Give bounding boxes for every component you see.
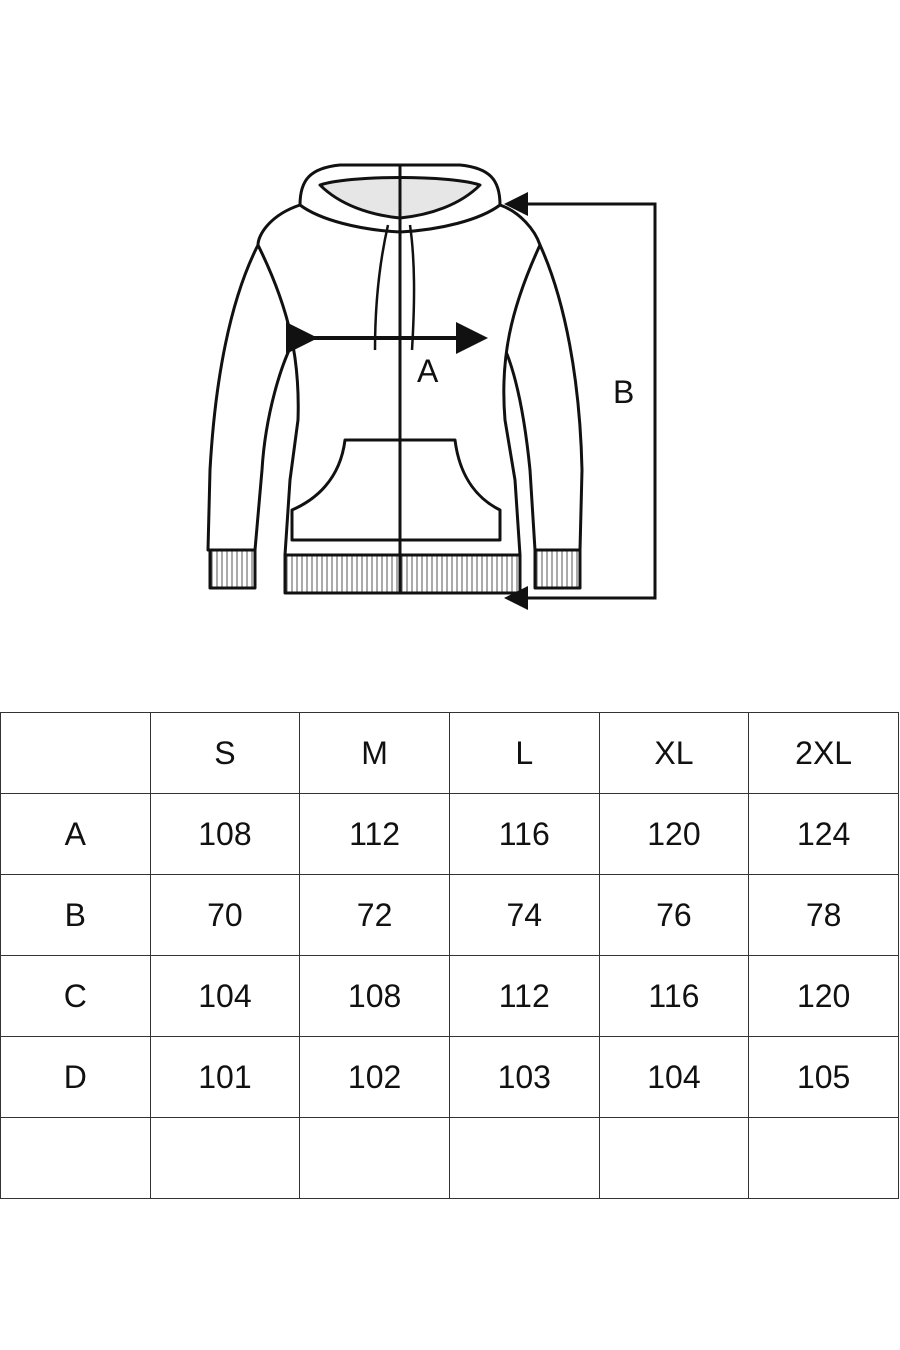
- table-cell: 103: [448, 1036, 600, 1118]
- table-cell: [448, 1117, 600, 1199]
- header-cell: 2XL: [748, 712, 899, 794]
- table-cell: [748, 1117, 899, 1199]
- row-label: D: [0, 1036, 151, 1118]
- table-header-row: S M L XL 2XL: [0, 712, 899, 794]
- table-cell: [598, 1117, 750, 1199]
- hoodie-outline: [206, 163, 584, 595]
- table-cell: 120: [598, 793, 750, 875]
- table-row: D 101 102 103 104 105: [0, 1036, 899, 1118]
- table-cell: 102: [299, 1036, 450, 1118]
- table-cell: 120: [748, 955, 899, 1037]
- table-cell: 104: [149, 955, 301, 1037]
- table-cell: 72: [299, 874, 450, 956]
- table-row: A 108 112 116 120 124: [0, 793, 899, 875]
- row-label: A: [0, 793, 151, 875]
- header-cell: [0, 712, 151, 794]
- table-row: B 70 72 74 76 78: [0, 874, 899, 956]
- table-cell: 116: [598, 955, 750, 1037]
- header-cell: M: [299, 712, 450, 794]
- table-cell: [299, 1117, 450, 1199]
- header-cell: L: [448, 712, 600, 794]
- size-table: S M L XL 2XL A 108 112 116 120 124 B 70 …: [0, 712, 899, 1199]
- table-row: C 104 108 112 116 120: [0, 955, 899, 1037]
- table-cell: 104: [598, 1036, 750, 1118]
- label-b: B: [613, 374, 634, 410]
- table-cell: 108: [299, 955, 450, 1037]
- table-cell: 78: [748, 874, 899, 956]
- row-label: C: [0, 955, 151, 1037]
- hoodie-diagram: A B: [206, 163, 657, 610]
- table-cell: 112: [448, 955, 600, 1037]
- row-label: B: [0, 874, 151, 956]
- table-cell: 112: [299, 793, 450, 875]
- table-cell: 105: [748, 1036, 899, 1118]
- table-cell: 116: [448, 793, 600, 875]
- header-cell: S: [149, 712, 301, 794]
- table-cell: 101: [149, 1036, 301, 1118]
- table-row-empty: [0, 1117, 899, 1199]
- table-cell: [149, 1117, 301, 1199]
- label-a: A: [417, 353, 439, 389]
- header-cell: XL: [598, 712, 750, 794]
- table-cell: 124: [748, 793, 899, 875]
- measure-b: [504, 192, 657, 610]
- table-cell: 108: [149, 793, 301, 875]
- table-cell: 74: [448, 874, 600, 956]
- table-cell: 76: [598, 874, 750, 956]
- table-cell: [0, 1117, 151, 1199]
- table-cell: 70: [149, 874, 301, 956]
